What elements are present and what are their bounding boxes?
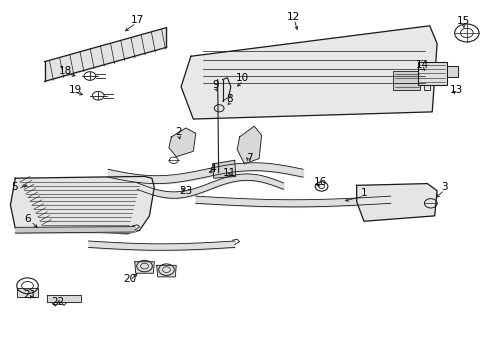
Text: 10: 10 [235,73,248,83]
Text: 1: 1 [360,188,366,198]
Text: 23: 23 [179,186,192,196]
Text: 22: 22 [52,297,65,307]
Text: 15: 15 [456,17,469,27]
Polygon shape [168,128,195,157]
Text: 8: 8 [226,94,233,104]
Polygon shape [356,184,436,221]
Polygon shape [157,265,176,277]
Text: 12: 12 [286,12,299,22]
Text: 3: 3 [440,182,447,192]
Polygon shape [135,262,154,273]
Text: 2: 2 [175,127,182,136]
Polygon shape [237,126,261,164]
Text: 7: 7 [245,153,252,163]
Text: 20: 20 [123,274,136,284]
Text: 17: 17 [130,15,143,26]
Text: 18: 18 [59,66,72,76]
Polygon shape [17,288,38,297]
Polygon shape [47,295,81,302]
Polygon shape [212,160,235,178]
Text: 14: 14 [415,60,428,70]
Polygon shape [10,176,154,234]
Text: 9: 9 [211,80,218,90]
Text: 6: 6 [24,215,31,224]
Text: 19: 19 [68,85,82,95]
Text: 5: 5 [11,182,18,192]
Text: 11: 11 [223,168,236,178]
Text: 16: 16 [313,177,326,187]
Bar [447,66,457,77]
Bar [417,62,446,85]
Text: 21: 21 [23,290,37,300]
Text: 4: 4 [209,164,216,174]
Bar [392,71,419,90]
Text: 13: 13 [449,85,462,95]
Polygon shape [181,26,436,119]
